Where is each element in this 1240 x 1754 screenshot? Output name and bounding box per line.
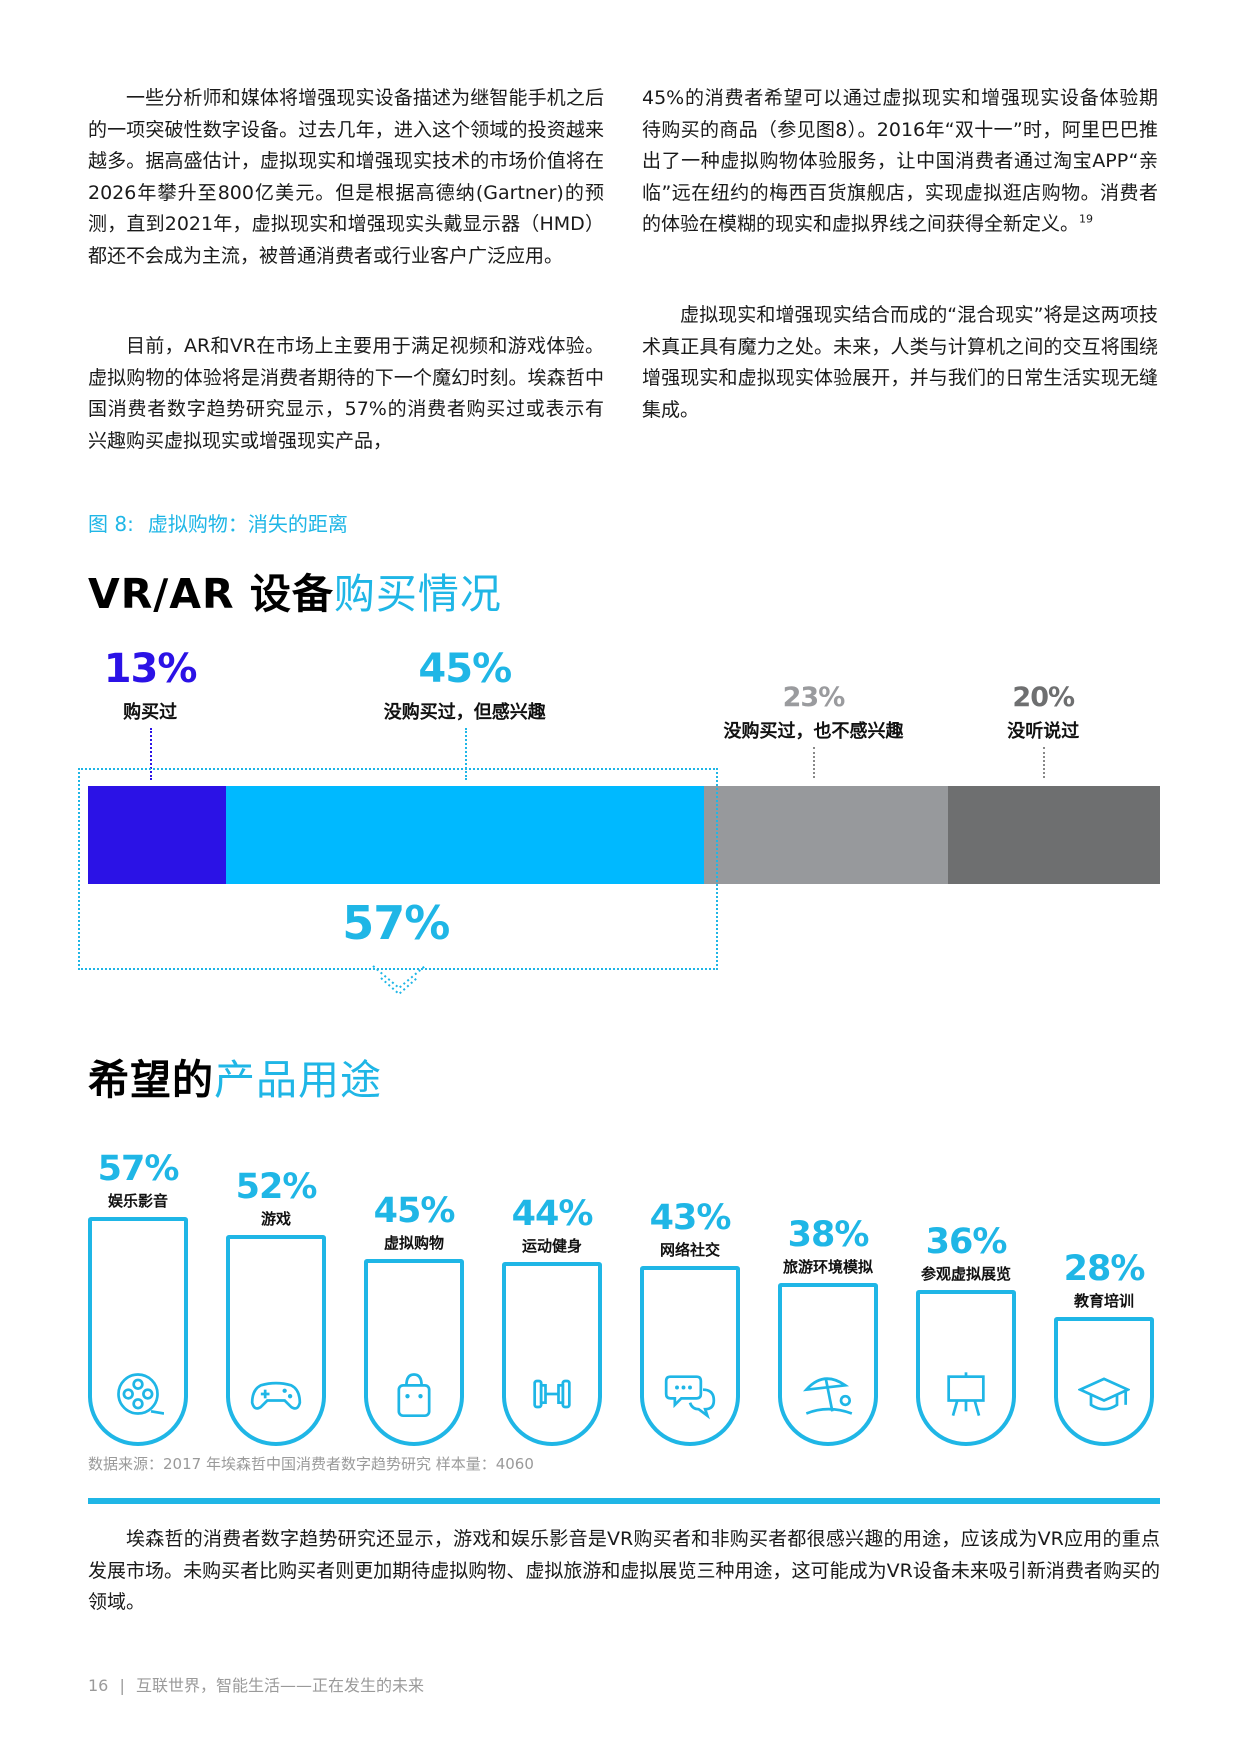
use-category-label: 旅游环境模拟 [782, 1258, 873, 1276]
use-category-label: 虚拟购物 [383, 1234, 444, 1252]
bar-segment [88, 786, 226, 884]
dumbbell-icon [533, 1379, 571, 1409]
chat-bubbles-icon [664, 1375, 716, 1420]
segment-leader-line [1043, 747, 1046, 778]
use-tile [226, 1235, 326, 1446]
page-footer: 16 | 互联世界，智能生活——正在发生的未来 [88, 1672, 424, 1696]
use-category-label: 游戏 [260, 1210, 291, 1228]
use-tile [778, 1283, 878, 1446]
figure-caption: 图 8: 虚拟购物：消失的距离 [88, 508, 348, 537]
page-number: 16 [88, 1676, 109, 1695]
segment-leader-line [150, 728, 153, 780]
use-percent-label: 44% [511, 1194, 594, 1234]
footnote-ref: 19 [1079, 212, 1094, 226]
paragraph-3: 45%的消费者希望可以通过虚拟现实和增强现实设备体验期待购买的商品（参见图8）。… [642, 83, 1158, 241]
use-category-label: 教育培训 [1073, 1292, 1134, 1310]
graduation-cap-icon [1078, 1377, 1130, 1411]
paragraph-3-text: 45%的消费者希望可以通过虚拟现实和增强现实设备体验期待购买的商品（参见图8）。… [642, 87, 1158, 235]
data-source: 数据来源：2017 年埃森哲中国消费者数字趋势研究 样本量：4060 [88, 1455, 534, 1473]
use-category-label: 运动健身 [521, 1237, 582, 1255]
film-reel-icon [117, 1373, 164, 1415]
use-tile [88, 1217, 188, 1446]
segment-percent-label: 45% [418, 646, 512, 692]
purchase-title-accent: 购买情况 [333, 570, 502, 618]
use-category-label: 娱乐影音 [107, 1192, 168, 1210]
combined-bracket [78, 768, 718, 970]
use-tile [364, 1259, 464, 1446]
divider-rule [88, 1498, 1160, 1504]
figure-number: 图 8: [88, 512, 134, 536]
use-percent-label: 45% [373, 1191, 456, 1231]
footer-separator: | [119, 1676, 125, 1695]
paragraph-1: 一些分析师和媒体将增强现实设备描述为继智能手机之后的一项突破性数字设备。过去几年… [88, 87, 604, 267]
segment-category-label: 没购买过，但感兴趣 [383, 702, 546, 723]
easel-icon [947, 1372, 985, 1417]
paragraph-5: 埃森哲的消费者数字趋势研究还显示，游戏和娱乐影音是VR购买者和非购买者都很感兴趣… [88, 1528, 1160, 1613]
footer-title: 互联世界，智能生活——正在发生的未来 [135, 1676, 424, 1695]
use-percent-label: 43% [649, 1198, 732, 1238]
segment-leader-line [464, 728, 467, 780]
use-percent-label: 38% [787, 1215, 870, 1255]
uses-title-accent: 产品用途 [214, 1056, 382, 1104]
use-tile [640, 1266, 740, 1446]
segment-percent-label: 23% [782, 682, 846, 713]
segment-category-label: 没购买过，也不感兴趣 [723, 721, 904, 742]
bar-segment [703, 786, 948, 884]
shopping-bag-icon [397, 1373, 431, 1418]
uses-title-bold: 希望的 [88, 1056, 214, 1104]
use-percent-label: 57% [97, 1149, 180, 1189]
combined-percent-label: 57% [342, 896, 450, 950]
gamepad-icon [250, 1381, 302, 1410]
use-tile [1054, 1317, 1154, 1446]
paragraph-4: 虚拟现实和增强现实结合而成的“混合现实”将是这两项技术真正具有魔力之处。未来，人… [642, 304, 1158, 421]
use-category-label: 参观虚拟展览 [920, 1265, 1011, 1283]
bracket-chevron [372, 965, 426, 996]
beach-umbrella-icon [802, 1377, 853, 1415]
bar-segment [225, 786, 704, 884]
segment-category-label: 没听说过 [1007, 721, 1080, 742]
segment-category-label: 购买过 [123, 702, 178, 723]
segment-leader-line [813, 747, 816, 778]
use-percent-label: 52% [235, 1167, 318, 1207]
use-percent-label: 36% [925, 1222, 1008, 1262]
paragraph-2: 目前，AR和VR在市场上主要用于满足视频和游戏体验。虚拟购物的体验将是消费者期待… [88, 335, 604, 452]
purchase-chart-title: VR/AR 设备购买情况 [88, 560, 502, 620]
bar-segment [947, 786, 1160, 884]
use-percent-label: 28% [1063, 1249, 1146, 1289]
uses-chart-title: 希望的产品用途 [88, 1046, 382, 1106]
use-tile [916, 1290, 1016, 1446]
purchase-title-bold: VR/AR 设备 [88, 570, 334, 618]
segment-percent-label: 13% [103, 646, 198, 692]
use-tile [502, 1262, 602, 1446]
use-category-label: 网络社交 [659, 1241, 720, 1259]
segment-percent-label: 20% [1012, 682, 1075, 713]
figure-caption-text: 虚拟购物：消失的距离 [147, 512, 348, 536]
